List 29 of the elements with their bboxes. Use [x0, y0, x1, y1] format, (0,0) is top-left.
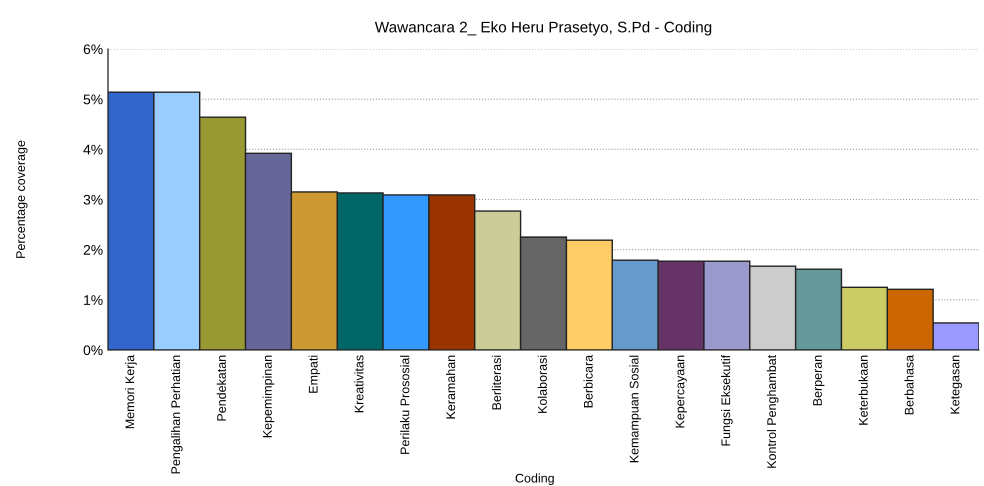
x-tick-label: Berbahasa — [904, 354, 914, 414]
chart-title: Wawancara 2_ Eko Heru Prasetyo, S.Pd - Coding — [374, 21, 712, 36]
x-tick-label: Kontrol Penghambat — [766, 354, 779, 468]
x-tick-label: Ketegasan — [950, 356, 962, 414]
x-tick-label: Keterbukaan — [858, 356, 868, 425]
x-tick-label: Kepemimpinan — [262, 356, 274, 438]
x-tick-label: Pendekatan — [216, 356, 226, 421]
y-tick-label: 6% — [84, 44, 103, 54]
x-tick-label: Pengalihan Perhatian — [170, 356, 183, 474]
x-tick-label: Kemampuan Sosial — [629, 356, 642, 462]
y-axis-title: Percentage coverage — [16, 140, 28, 258]
x-tick-label: Memori Kerja — [125, 354, 137, 428]
x-tick-label: Empati — [308, 356, 320, 393]
y-tick-label: 3% — [84, 194, 103, 205]
y-tick-label: 1% — [84, 295, 103, 305]
x-tick-label: Berbicara — [584, 354, 593, 408]
x-tick-label: Kreativitas — [354, 355, 364, 412]
y-tick-label: 5% — [84, 94, 103, 104]
x-tick-label: Kolaborasi — [538, 356, 547, 413]
y-tick-label: 2% — [84, 245, 103, 255]
y-tick-label: 0% — [84, 345, 103, 356]
x-tick-label: Keramahan — [446, 356, 456, 418]
x-tick-label: Fungsi Eksekutif — [721, 354, 733, 446]
x-tick-label: Berliterasi — [492, 356, 502, 410]
x-tick-label: Berperan — [813, 356, 824, 406]
x-axis-title: Coding — [516, 473, 554, 486]
x-tick-label: Perilaku Prososial — [400, 356, 410, 454]
y-tick-label: 4% — [83, 144, 103, 154]
x-tick-label: Kepercayaan — [676, 356, 687, 428]
